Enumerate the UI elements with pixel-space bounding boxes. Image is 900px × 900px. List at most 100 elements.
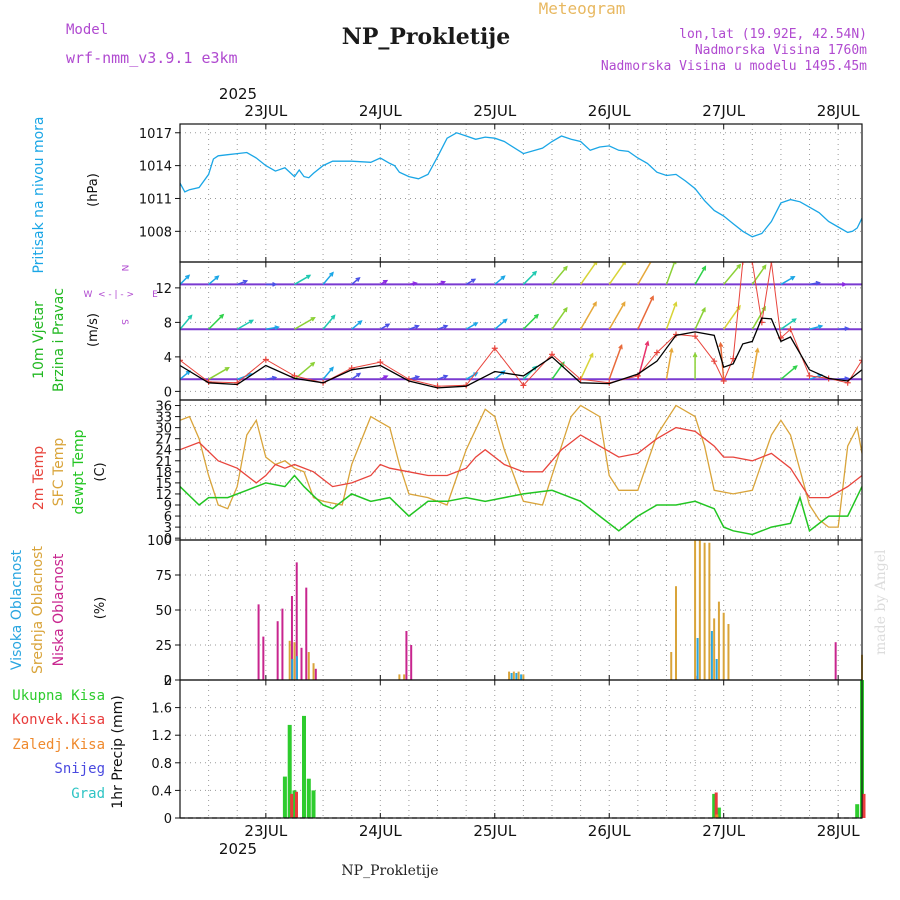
precip-bar-konvek-kisa (714, 792, 718, 818)
wind-arrow-head (274, 325, 280, 331)
wind-speed-marker (806, 372, 813, 379)
wind-arrow (294, 317, 315, 330)
x-tick-bottom-23JUL: 23JUL (244, 822, 287, 840)
wind-arrow (751, 348, 759, 380)
wind-arrow-head (473, 322, 479, 327)
wind-speed-line (179, 317, 863, 389)
wind-speed-marker (180, 357, 183, 364)
wind-arrow-head (272, 282, 278, 287)
product-title: Meteogram (539, 0, 626, 18)
high-cloud-title: Visoka Oblacnost (9, 549, 25, 670)
wind-arrow (236, 280, 248, 286)
wind-arrow-head (310, 316, 316, 322)
wind-arrow (294, 274, 311, 286)
y-tick-label-precip: 0 (164, 812, 172, 827)
wind-arrow (465, 322, 478, 330)
wind-arrow-head (443, 324, 449, 330)
pressure-unit: (hPa) (86, 173, 101, 207)
temp-unit: (C) (93, 462, 108, 481)
cloud-unit: (%) (93, 597, 108, 620)
wind-legend-west: W (84, 290, 93, 300)
wind-legend-south: S (119, 319, 129, 325)
wind-arrow (608, 302, 626, 330)
precip-bar-zaledj-kisa (715, 814, 719, 818)
wind-arrow-head (414, 324, 420, 330)
x-tick-top-28JUL: 28JUL (817, 102, 860, 120)
y-tick-label-precip: 2 (164, 674, 172, 689)
wind-arrow-head (875, 324, 879, 327)
wind-arrow (437, 375, 448, 381)
precip-bar-ukupna-kisa (306, 778, 311, 818)
wind-arrow (723, 305, 741, 330)
y-tick-label-temp: 18 (155, 466, 172, 481)
wind-arrow (522, 314, 539, 330)
low-cloud-title: Niska Oblacnost (51, 553, 67, 666)
precip-bar-ukupna-kisa (716, 807, 721, 818)
wind-arrow (322, 315, 336, 330)
wind-arrow (408, 325, 419, 330)
wind-arrow (694, 307, 706, 330)
wind-arrow (780, 276, 795, 286)
wind-legend-arrows-h: < - | - > (98, 290, 134, 300)
wind-speed-marker (739, 262, 746, 265)
wind-arrow-head (844, 376, 850, 382)
precip-bar-ukupna-kisa (302, 715, 306, 818)
wind-arrow-head (718, 341, 724, 348)
elevation-label: Nadmorska Visina 1760m (695, 43, 867, 58)
y-tick-label-temp: 30 (155, 422, 172, 437)
wind-arrow (379, 323, 390, 330)
wind-arrow-head (754, 347, 760, 353)
dewpt-title: dewpt Temp (71, 429, 87, 514)
wind-speed-marker (787, 326, 794, 333)
precip-bar-ukupna-kisa (282, 776, 287, 818)
wind-arrow-head (502, 318, 508, 324)
wind-speed-marker (768, 262, 775, 265)
wind-arrow-head (589, 352, 594, 358)
model-elevation-label: Nadmorska Visina u modelu 1495.45m (601, 59, 867, 74)
wind-arrow-head (844, 326, 850, 332)
wind-arrow (180, 274, 190, 285)
wind-arrow (780, 318, 797, 330)
wind-arrow-head (815, 280, 822, 286)
wind-arrow (465, 278, 476, 286)
wind-arrow-head (761, 305, 766, 311)
wind-arrow-head (761, 264, 767, 270)
precip-title: 1hr Precip (mm) (110, 695, 126, 808)
wind-arrow-head (385, 323, 391, 328)
wind-arrow-head (592, 301, 597, 307)
wind-arrow-head (562, 265, 568, 271)
precip-bar-konvek-kisa (290, 793, 294, 818)
precip-bar-ukupna-kisa (712, 793, 717, 818)
wind-arrow-head (736, 304, 741, 311)
credit-watermark: made by Angel (873, 549, 889, 655)
pressure-title: Pritisak na nivou mora (31, 116, 47, 273)
wind-arrow (265, 376, 277, 381)
wind-arrow-head (668, 347, 674, 353)
year-label-bottom: 2025 (219, 840, 257, 858)
wind-arrow-head (817, 324, 824, 330)
model-label: Model (66, 22, 108, 38)
precip-bar-konvek-kisa (862, 793, 866, 818)
wind-arrow-head (329, 366, 334, 372)
wind-arrow-head (562, 306, 568, 313)
wind-arrow (867, 325, 879, 329)
wind-arrow (751, 306, 766, 330)
wind-arrow (351, 277, 360, 285)
wind-arrow-head (500, 370, 506, 376)
wind-arrow-head (224, 366, 230, 372)
wind-arrow-head (414, 375, 421, 380)
wind-arrow (551, 266, 568, 285)
mid-cloud-title: Srednja Oblacnost (30, 546, 46, 674)
wind-arrow-head (736, 263, 742, 269)
wind-arrow (180, 370, 191, 380)
y-tick-label-precip: 1.6 (151, 702, 172, 717)
wind-arrow-head (310, 361, 316, 367)
wind-arrow-head (383, 375, 389, 380)
wind-speed-marker (653, 349, 660, 356)
wind-speed-marker (749, 262, 756, 265)
wind-arrow (637, 262, 652, 285)
wind-arrow (838, 377, 849, 381)
wind-arrow (579, 353, 594, 380)
coords-label: lon,lat (19.92E, 42.54N) (679, 27, 867, 42)
